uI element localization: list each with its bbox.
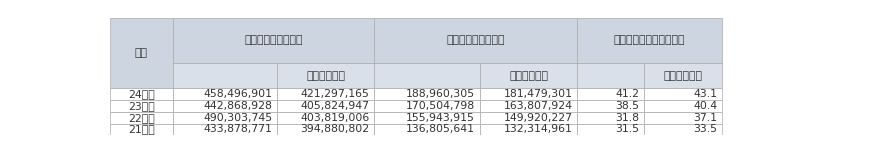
Bar	[277, 124, 374, 135]
Bar	[173, 63, 277, 88]
Bar	[643, 112, 722, 124]
Bar	[110, 124, 173, 135]
Text: 全申請・届出等件数: 全申請・届出等件数	[244, 35, 303, 45]
Text: 433,878,771: 433,878,771	[203, 124, 272, 134]
Text: うち重点手続: うち重点手続	[663, 71, 702, 81]
Text: 132,314,961: 132,314,961	[503, 124, 572, 134]
Text: 41.2: 41.2	[615, 89, 638, 99]
Bar	[374, 63, 480, 88]
Bar	[643, 88, 722, 100]
Bar	[576, 112, 643, 124]
Bar	[173, 18, 374, 63]
Bar	[277, 88, 374, 100]
Bar	[576, 124, 643, 135]
Bar	[576, 18, 722, 63]
Bar	[576, 63, 643, 88]
Text: 394,880,802: 394,880,802	[300, 124, 369, 134]
Text: 490,303,745: 490,303,745	[203, 113, 272, 123]
Bar	[110, 18, 173, 88]
Bar	[374, 112, 480, 124]
Bar	[643, 124, 722, 135]
Text: オンライン利用件数: オンライン利用件数	[446, 35, 504, 45]
Text: 年度: 年度	[135, 48, 147, 58]
Bar	[374, 18, 576, 63]
Text: 149,920,227: 149,920,227	[503, 113, 572, 123]
Text: 38.5: 38.5	[615, 101, 638, 111]
Bar	[374, 88, 480, 100]
Bar	[277, 63, 374, 88]
Bar	[480, 112, 576, 124]
Text: 403,819,006: 403,819,006	[300, 113, 369, 123]
Text: 24年度: 24年度	[128, 89, 154, 99]
Text: 181,479,301: 181,479,301	[503, 89, 572, 99]
Text: 458,496,901: 458,496,901	[203, 89, 272, 99]
Bar	[277, 112, 374, 124]
Bar	[576, 100, 643, 112]
Bar	[374, 124, 480, 135]
Bar	[110, 100, 173, 112]
Bar	[480, 124, 576, 135]
Text: 188,960,305: 188,960,305	[405, 89, 474, 99]
Bar	[173, 112, 277, 124]
Bar	[110, 88, 173, 100]
Text: 22年度: 22年度	[128, 113, 154, 123]
Text: 155,943,915: 155,943,915	[406, 113, 474, 123]
Text: 442,868,928: 442,868,928	[203, 101, 272, 111]
Text: オンライン利用率（％）: オンライン利用率（％）	[613, 35, 685, 45]
Text: 163,807,924: 163,807,924	[503, 101, 572, 111]
Text: 37.1: 37.1	[693, 113, 717, 123]
Bar	[480, 100, 576, 112]
Bar	[277, 100, 374, 112]
Text: 40.4: 40.4	[693, 101, 717, 111]
Bar	[173, 100, 277, 112]
Bar	[374, 100, 480, 112]
Text: うち重点手続: うち重点手続	[509, 71, 547, 81]
Bar	[480, 88, 576, 100]
Text: 31.5: 31.5	[615, 124, 638, 134]
Text: 21年度: 21年度	[128, 124, 154, 134]
Bar	[576, 88, 643, 100]
Text: 405,824,947: 405,824,947	[300, 101, 369, 111]
Bar	[643, 63, 722, 88]
Text: 136,805,641: 136,805,641	[406, 124, 474, 134]
Text: うち重点手続: うち重点手続	[306, 71, 345, 81]
Text: 170,504,798: 170,504,798	[405, 101, 474, 111]
Bar	[173, 88, 277, 100]
Text: 23年度: 23年度	[128, 101, 154, 111]
Bar	[173, 124, 277, 135]
Text: 43.1: 43.1	[693, 89, 717, 99]
Text: 33.5: 33.5	[693, 124, 717, 134]
Text: 31.8: 31.8	[615, 113, 638, 123]
Bar	[480, 63, 576, 88]
Bar	[643, 100, 722, 112]
Bar	[110, 112, 173, 124]
Text: 421,297,165: 421,297,165	[301, 89, 369, 99]
